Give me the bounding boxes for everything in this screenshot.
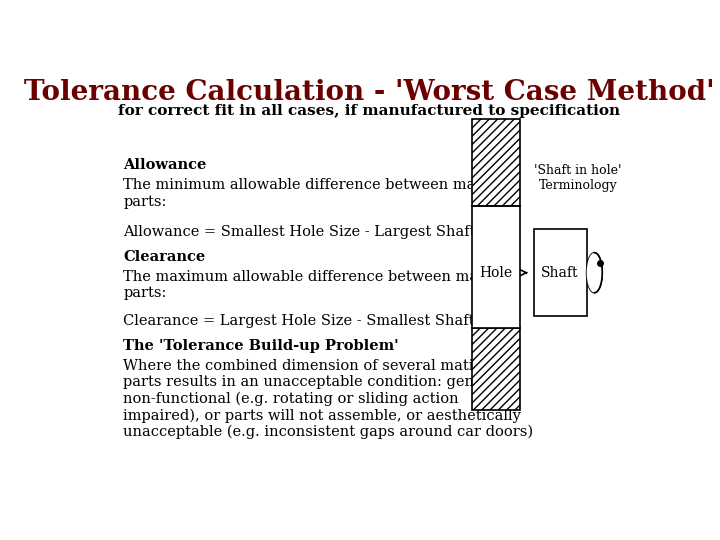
Text: The maximum allowable difference between mating
parts:: The maximum allowable difference between… <box>124 270 508 300</box>
Text: Tolerance Calculation - 'Worst Case Method': Tolerance Calculation - 'Worst Case Meth… <box>24 79 714 106</box>
Text: The 'Tolerance Build-up Problem': The 'Tolerance Build-up Problem' <box>124 339 399 353</box>
Bar <box>534 229 587 316</box>
Text: 'Shaft in hole'
Terminology: 'Shaft in hole' Terminology <box>534 164 622 192</box>
Text: Clearance = Largest Hole Size - Smallest Shaft Size: Clearance = Largest Hole Size - Smallest… <box>124 314 511 328</box>
Text: for correct fit in all cases, if manufactured to specification: for correct fit in all cases, if manufac… <box>118 104 620 118</box>
Text: Clearance: Clearance <box>124 250 206 264</box>
Text: The minimum allowable difference between mating
parts:: The minimum allowable difference between… <box>124 178 505 208</box>
Text: Allowance = Smallest Hole Size - Largest Shaft Size: Allowance = Smallest Hole Size - Largest… <box>124 225 512 239</box>
Bar <box>472 328 520 410</box>
Text: Hole: Hole <box>480 266 513 280</box>
Text: Shaft: Shaft <box>541 266 579 280</box>
Bar <box>472 119 520 206</box>
Bar <box>472 206 520 328</box>
Ellipse shape <box>587 253 602 293</box>
Text: Allowance: Allowance <box>124 158 207 172</box>
Ellipse shape <box>587 253 602 293</box>
Text: Where the combined dimension of several mating
parts results in an unacceptable : Where the combined dimension of several … <box>124 359 534 440</box>
